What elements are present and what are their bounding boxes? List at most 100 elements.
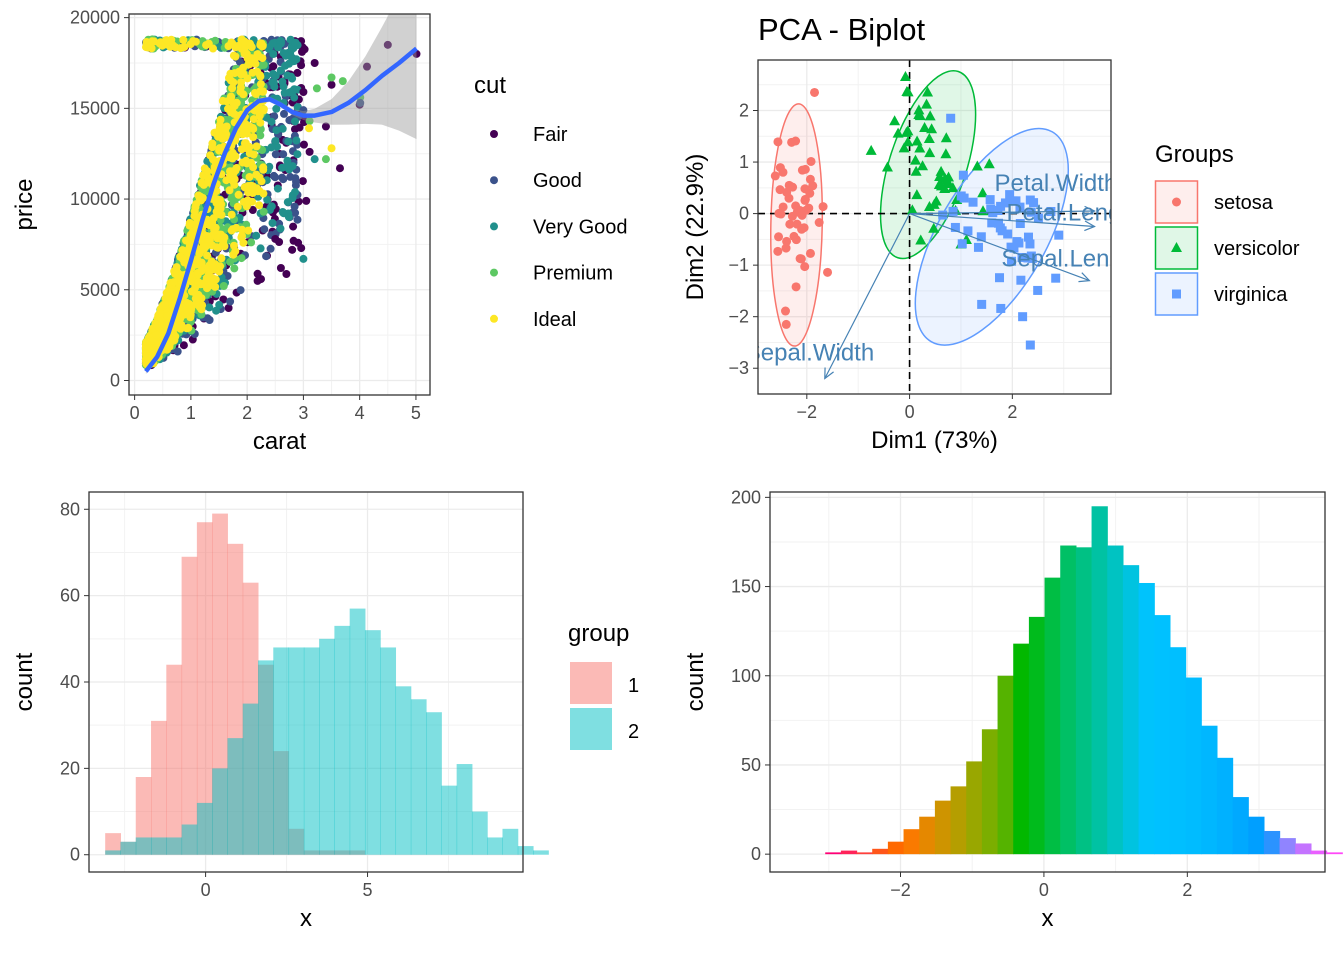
data-point bbox=[928, 222, 940, 233]
histogram-bar bbox=[1248, 816, 1265, 855]
data-point bbox=[923, 132, 935, 143]
data-point bbox=[249, 115, 258, 124]
data-point bbox=[239, 90, 248, 99]
x-tick-label: −2 bbox=[890, 880, 911, 900]
data-point bbox=[258, 87, 267, 96]
data-point bbox=[252, 90, 260, 98]
data-point bbox=[147, 44, 156, 53]
y-tick-label: 20000 bbox=[70, 8, 120, 28]
data-point bbox=[224, 304, 233, 312]
x-tick-label: 2 bbox=[1182, 880, 1192, 900]
data-point bbox=[1016, 275, 1026, 285]
histogram-bar bbox=[135, 837, 152, 855]
data-point bbox=[305, 117, 314, 126]
data-point bbox=[218, 96, 227, 105]
data-point bbox=[791, 235, 801, 245]
hist-groups-marks bbox=[105, 513, 549, 855]
data-point bbox=[252, 231, 261, 240]
data-point bbox=[155, 309, 164, 318]
data-point bbox=[800, 164, 810, 174]
data-point bbox=[202, 41, 211, 50]
data-point bbox=[295, 123, 304, 132]
histogram-bar bbox=[196, 802, 213, 855]
data-point bbox=[1012, 237, 1022, 247]
histogram-bar bbox=[1107, 545, 1124, 855]
legend-key bbox=[490, 130, 498, 138]
y-tick-label: 2 bbox=[739, 101, 749, 121]
data-point bbox=[205, 303, 214, 312]
histogram-bar bbox=[441, 785, 458, 855]
data-point bbox=[800, 262, 810, 272]
data-point bbox=[782, 187, 792, 197]
data-point bbox=[279, 150, 288, 159]
y-tick-label: 0 bbox=[739, 204, 749, 224]
legend-label: 1 bbox=[628, 675, 639, 697]
y-tick-label: 0 bbox=[751, 844, 761, 864]
data-point bbox=[995, 273, 1005, 283]
data-point bbox=[889, 115, 901, 126]
data-point bbox=[249, 133, 258, 141]
legend-label: setosa bbox=[1214, 192, 1274, 214]
data-point bbox=[774, 208, 784, 218]
y-tick-label: 10000 bbox=[70, 189, 120, 209]
data-point bbox=[288, 245, 297, 254]
data-point bbox=[778, 202, 788, 212]
data-point bbox=[906, 204, 918, 215]
histogram-bar bbox=[151, 720, 167, 855]
data-point bbox=[281, 51, 290, 60]
histogram-bar bbox=[966, 761, 983, 855]
data-point bbox=[985, 195, 995, 205]
data-point bbox=[190, 212, 199, 221]
y-axis-label: count bbox=[11, 652, 38, 711]
data-point bbox=[924, 147, 936, 158]
data-point bbox=[263, 195, 272, 204]
data-point bbox=[248, 68, 257, 77]
data-point bbox=[269, 62, 278, 71]
data-point bbox=[800, 184, 810, 194]
data-point bbox=[297, 244, 306, 253]
x-tick-label: 5 bbox=[363, 880, 373, 900]
histogram-bar bbox=[887, 841, 905, 855]
data-point bbox=[244, 188, 253, 197]
data-point bbox=[1000, 198, 1010, 208]
data-point bbox=[229, 167, 237, 176]
data-point bbox=[774, 232, 784, 242]
data-point bbox=[806, 156, 816, 166]
data-point bbox=[298, 47, 306, 56]
y-tick-label: 15000 bbox=[70, 98, 120, 118]
data-point bbox=[230, 151, 239, 160]
data-point bbox=[248, 206, 257, 214]
legend-label: Premium bbox=[533, 263, 613, 285]
data-point bbox=[226, 297, 235, 306]
data-point bbox=[221, 125, 230, 134]
histogram-bar bbox=[856, 852, 873, 855]
x-tick-label: 2 bbox=[242, 403, 252, 423]
data-point bbox=[1025, 340, 1035, 350]
data-point bbox=[280, 109, 288, 118]
histogram-bar bbox=[1216, 757, 1234, 855]
data-point bbox=[285, 165, 294, 174]
data-point bbox=[268, 39, 277, 48]
data-point bbox=[289, 236, 298, 245]
histogram-bar bbox=[1013, 643, 1030, 855]
data-point bbox=[1018, 312, 1028, 322]
data-point bbox=[298, 177, 307, 186]
variable-arrow bbox=[909, 213, 1090, 282]
legend-key-marker bbox=[1172, 289, 1181, 299]
histogram-bar bbox=[334, 625, 351, 855]
histogram-bar bbox=[151, 837, 167, 855]
data-point bbox=[152, 331, 161, 340]
data-point bbox=[1025, 239, 1035, 249]
data-point bbox=[256, 131, 265, 140]
data-point bbox=[800, 194, 810, 204]
data-point bbox=[795, 254, 805, 264]
data-point bbox=[950, 222, 960, 232]
data-point bbox=[808, 181, 818, 191]
data-point bbox=[262, 71, 271, 80]
legend-label: Very Good bbox=[533, 216, 628, 238]
x-tick-label: 1 bbox=[186, 403, 196, 423]
histogram-bar bbox=[471, 811, 488, 855]
x-axis-label: Dim1 (73%) bbox=[871, 427, 998, 454]
data-point bbox=[289, 222, 298, 231]
